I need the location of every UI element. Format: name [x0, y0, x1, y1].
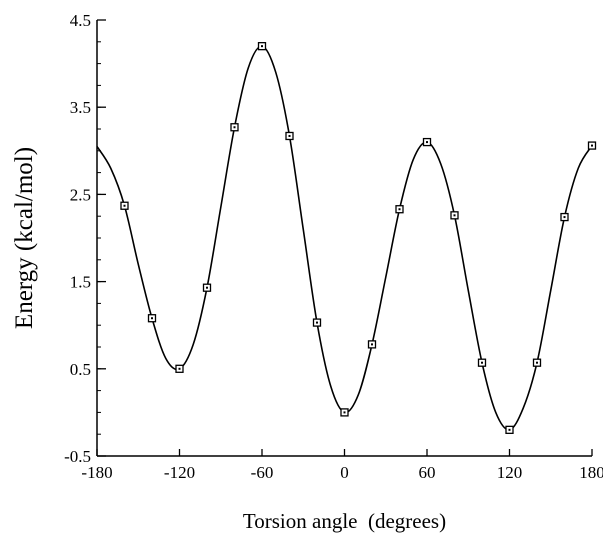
- data-point-center: [481, 361, 483, 364]
- x-tick-label: 60: [419, 463, 436, 482]
- y-tick-label: 4.5: [70, 11, 91, 30]
- data-point-center: [206, 286, 208, 289]
- y-tick-label: 2.5: [70, 185, 91, 204]
- data-point-center: [316, 321, 318, 324]
- y-tick-label: 1.5: [70, 273, 91, 292]
- data-point-center: [591, 144, 593, 147]
- data-point-center: [233, 126, 236, 129]
- data-point-center: [453, 214, 456, 217]
- data-point-center: [426, 141, 428, 144]
- y-minor-ticks: [97, 19, 101, 457]
- data-point-center: [151, 317, 153, 320]
- y-axis-title: Energy (kcal/mol): [11, 147, 38, 329]
- x-axis-title: Torsion angle (degrees): [243, 509, 446, 533]
- y-axis-ticks: -0.5 0.5 1.5 2.5 3.5 4.5: [64, 11, 106, 466]
- data-point-center: [371, 343, 373, 346]
- x-tick-label: 0: [340, 463, 349, 482]
- x-tick-label: -120: [164, 463, 195, 482]
- data-point-center: [261, 45, 263, 48]
- y-tick-label: -0.5: [64, 447, 91, 466]
- x-tick-label: 180: [579, 463, 603, 482]
- data-point-center: [563, 216, 566, 219]
- x-axis-ticks: -180 -120 -60 0 60 120 180: [81, 449, 603, 482]
- data-point-center: [178, 367, 181, 370]
- data-point-center: [288, 134, 291, 137]
- data-point-center: [536, 361, 538, 364]
- data-point-center: [398, 208, 401, 211]
- x-tick-label: -180: [81, 463, 112, 482]
- x-tick-label: 120: [497, 463, 523, 482]
- x-tick-label: -60: [251, 463, 274, 482]
- data-point-center: [508, 428, 511, 431]
- fit-curve: [96, 45, 593, 431]
- y-tick-label: 0.5: [70, 360, 91, 379]
- data-point-center: [343, 411, 346, 414]
- y-tick-label: 3.5: [70, 98, 91, 117]
- data-markers: [120, 42, 597, 434]
- data-point-center: [123, 204, 126, 207]
